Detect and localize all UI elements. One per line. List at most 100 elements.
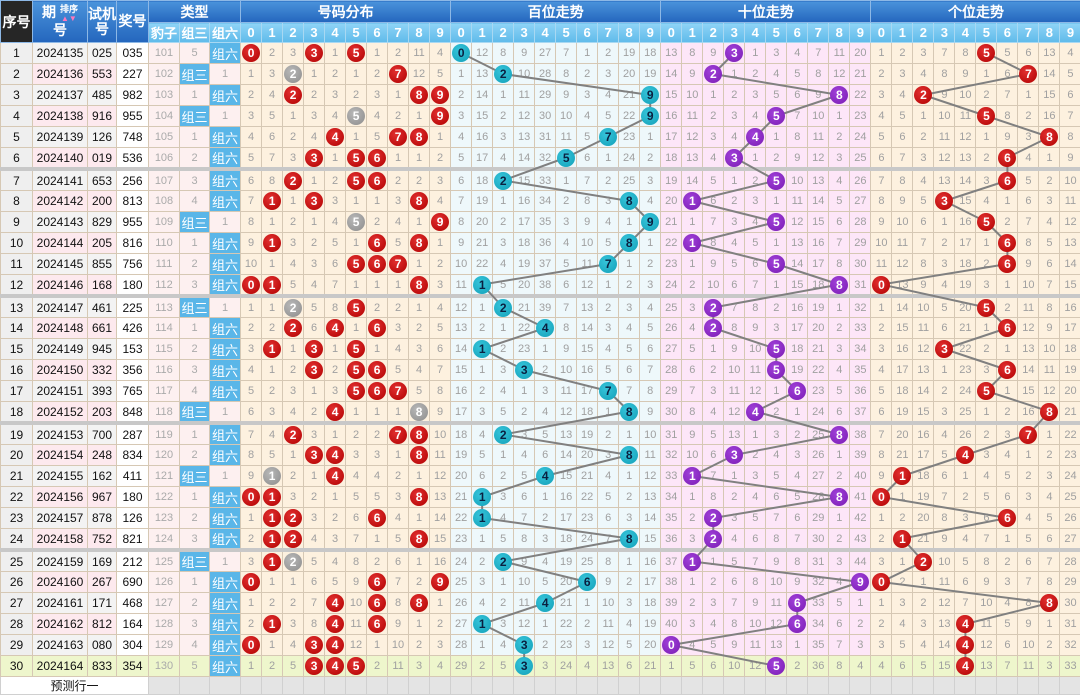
- forecast-cell[interactable]: [975, 676, 998, 695]
- hundreds-omission-cell: 30: [534, 105, 557, 127]
- tens-omission-cell: 35: [807, 634, 830, 656]
- table-row: 25 2024159 169 212 125 组三 1 3 1 2 5 4 8 2 6 1 16 24 2 2 9 4 19…: [0, 548, 1080, 572]
- tens-omission-cell: 6: [744, 528, 767, 551]
- dist-hit-cell: 5: [345, 167, 368, 191]
- units-omission-cell: 21: [891, 444, 914, 466]
- units-omission-cell: 19: [912, 486, 935, 508]
- hundreds-omission-cell: 24: [576, 528, 599, 551]
- forecast-cell[interactable]: [471, 676, 494, 695]
- row-trial-number: 080: [87, 634, 117, 656]
- tens-omission-cell: 13: [765, 634, 788, 656]
- forecast-cell[interactable]: [261, 676, 284, 695]
- forecast-cell[interactable]: [597, 676, 620, 695]
- hundreds-omission-cell: 9: [555, 84, 578, 106]
- forecast-cell[interactable]: [387, 676, 410, 695]
- hundreds-omission-cell: 22: [471, 253, 494, 275]
- dist-omission-cell: 4: [303, 528, 326, 551]
- forecast-cell[interactable]: [870, 676, 893, 695]
- forecast-cell[interactable]: [807, 676, 830, 695]
- forecast-cell[interactable]: [303, 676, 326, 695]
- tens-omission-cell: 31: [849, 274, 872, 297]
- forecast-cell[interactable]: [345, 676, 368, 695]
- forecast-cell[interactable]: [366, 676, 389, 695]
- forecast-cell[interactable]: [744, 676, 767, 695]
- forecast-cell[interactable]: [324, 676, 347, 695]
- forecast-cell[interactable]: [702, 676, 725, 695]
- tens-omission-cell: 5: [828, 190, 851, 212]
- forecast-cell[interactable]: [1059, 676, 1080, 695]
- tens-omission-cell: 28: [807, 486, 830, 508]
- hundreds-omission-cell: 28: [450, 634, 473, 656]
- forecast-cell[interactable]: [954, 676, 977, 695]
- tens-omission-cell: 6: [828, 401, 851, 424]
- units-omission-cell: 9: [933, 84, 956, 106]
- forecast-cell[interactable]: [450, 676, 473, 695]
- forecast-cell[interactable]: [660, 676, 683, 695]
- row-trial-number: 267: [87, 571, 117, 593]
- forecast-cell[interactable]: [996, 676, 1019, 695]
- hundreds-omission-cell: 25: [618, 167, 641, 191]
- row-zusan: 2: [179, 338, 210, 360]
- sort-button[interactable]: 排序 ▲▼: [60, 5, 78, 24]
- header-tens-digit-4: 4: [744, 22, 767, 43]
- forecast-cell[interactable]: [555, 676, 578, 695]
- forecast-cell[interactable]: [408, 676, 431, 695]
- tens-omission-cell: 6: [765, 486, 788, 508]
- forecast-cell[interactable]: [639, 676, 662, 695]
- units-omission-cell: 1: [891, 548, 914, 572]
- header-period[interactable]: 期 排序 ▲▼ 号: [32, 0, 88, 43]
- forecast-cell[interactable]: [240, 676, 263, 695]
- hundreds-omission-cell: 4: [618, 317, 641, 339]
- forecast-cell[interactable]: [618, 676, 641, 695]
- header-dist-digit-6: 6: [366, 22, 389, 43]
- forecast-cell[interactable]: [765, 676, 788, 695]
- forecast-cell[interactable]: [282, 676, 305, 695]
- tens-hit-cell: 5: [765, 211, 788, 233]
- units-omission-cell: 1: [1017, 84, 1040, 106]
- tens-ball: 3: [725, 44, 744, 62]
- row-seq: 3: [0, 84, 33, 106]
- units-omission-cell: 23: [1059, 444, 1080, 466]
- hundreds-omission-cell: 11: [576, 253, 599, 275]
- units-omission-cell: 3: [912, 42, 935, 64]
- forecast-cell[interactable]: [723, 676, 746, 695]
- forecast-cell[interactable]: [492, 676, 515, 695]
- forecast-cell[interactable]: [681, 676, 704, 695]
- forecast-cell[interactable]: [513, 676, 536, 695]
- forecast-cell[interactable]: [828, 676, 851, 695]
- forecast-cell[interactable]: [1038, 676, 1061, 695]
- units-omission-cell: 6: [975, 507, 998, 529]
- forecast-cell[interactable]: [933, 676, 956, 695]
- forecast-cell[interactable]: [912, 676, 935, 695]
- hundreds-omission-cell: 4: [597, 84, 620, 106]
- dist-omission-cell: 5: [240, 380, 263, 402]
- hundreds-omission-cell: 8: [492, 42, 515, 64]
- dist-omission-cell: 3: [345, 444, 368, 466]
- tens-omission-cell: 11: [765, 592, 788, 614]
- hundreds-omission-cell: 10: [513, 571, 536, 593]
- forecast-cell[interactable]: [534, 676, 557, 695]
- units-omission-cell: 3: [870, 634, 893, 656]
- units-omission-cell: 1: [1038, 421, 1061, 445]
- units-omission-cell: 13: [975, 655, 998, 677]
- dist-omission-cell: 2: [324, 359, 347, 381]
- hundreds-omission-cell: 3: [618, 294, 641, 318]
- hundreds-omission-cell: 9: [597, 571, 620, 593]
- hundreds-hit-cell: 7: [597, 126, 620, 148]
- dist-omission-cell: 3: [387, 317, 410, 339]
- forecast-cell[interactable]: [786, 676, 809, 695]
- forecast-cell[interactable]: [429, 676, 452, 695]
- forecast-cell[interactable]: [849, 676, 872, 695]
- row-trial-number: 168: [87, 274, 117, 297]
- forecast-cell[interactable]: [891, 676, 914, 695]
- dist-omission-cell: 4: [429, 294, 452, 318]
- forecast-cell[interactable]: [1017, 676, 1040, 695]
- units-omission-cell: 15: [912, 401, 935, 424]
- forecast-cell[interactable]: [208, 676, 242, 695]
- forecast-cell[interactable]: [576, 676, 599, 695]
- units-omission-cell: 8: [933, 63, 956, 85]
- tens-omission-cell: 14: [786, 253, 809, 275]
- forecast-cell[interactable]: [148, 676, 180, 695]
- hundreds-omission-cell: 39: [534, 294, 557, 318]
- forecast-cell[interactable]: [179, 676, 210, 695]
